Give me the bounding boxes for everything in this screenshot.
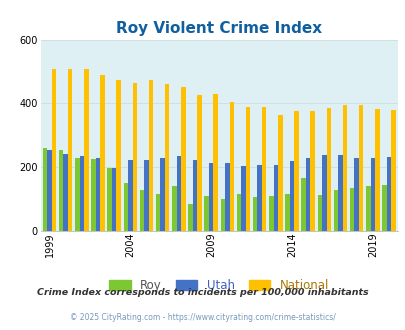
Bar [245,107,249,231]
Bar [59,150,63,231]
Bar [43,148,47,231]
Bar [310,112,314,231]
Bar [365,186,370,231]
Legend: Roy, Utah, National: Roy, Utah, National [109,279,328,292]
Bar [224,163,229,231]
Text: Crime Index corresponds to incidents per 100,000 inhabitants: Crime Index corresponds to incidents per… [37,287,368,297]
Text: © 2025 CityRating.com - https://www.cityrating.com/crime-statistics/: © 2025 CityRating.com - https://www.city… [70,313,335,322]
Bar [144,159,148,231]
Bar [63,154,68,231]
Bar [301,178,305,231]
Bar [160,158,164,231]
Bar [75,158,79,231]
Bar [354,158,358,231]
Bar [273,165,277,231]
Bar [294,112,298,231]
Bar [96,158,100,231]
Bar [241,166,245,231]
Bar [107,168,112,231]
Bar [51,69,56,231]
Bar [229,102,234,231]
Bar [261,107,266,231]
Bar [374,109,379,231]
Bar [84,69,88,231]
Bar [326,108,330,231]
Bar [358,105,362,231]
Bar [116,80,121,231]
Bar [381,185,386,231]
Bar [337,155,342,231]
Bar [317,195,321,231]
Bar [390,111,395,231]
Bar [349,188,354,231]
Bar [305,158,310,231]
Bar [284,194,289,231]
Bar [213,94,217,231]
Bar [176,156,181,231]
Bar [220,199,224,231]
Bar [79,156,84,231]
Bar [91,159,96,231]
Bar [289,161,294,231]
Bar [192,160,197,231]
Bar [68,69,72,231]
Bar [188,204,192,231]
Bar [172,186,176,231]
Bar [123,183,128,231]
Bar [128,159,132,231]
Bar [112,168,116,231]
Title: Roy Violent Crime Index: Roy Violent Crime Index [116,21,322,36]
Bar [197,95,201,231]
Bar [370,158,374,231]
Bar [156,194,160,231]
Bar [236,194,241,231]
Bar [132,82,137,231]
Bar [342,105,346,231]
Bar [181,87,185,231]
Bar [100,75,104,231]
Bar [148,81,153,231]
Bar [386,157,390,231]
Bar [47,150,51,231]
Bar [277,115,282,231]
Bar [321,155,326,231]
Bar [257,165,261,231]
Bar [164,84,169,231]
Bar [209,163,213,231]
Bar [204,196,209,231]
Bar [252,197,257,231]
Bar [333,189,337,231]
Bar [269,196,273,231]
Bar [139,189,144,231]
